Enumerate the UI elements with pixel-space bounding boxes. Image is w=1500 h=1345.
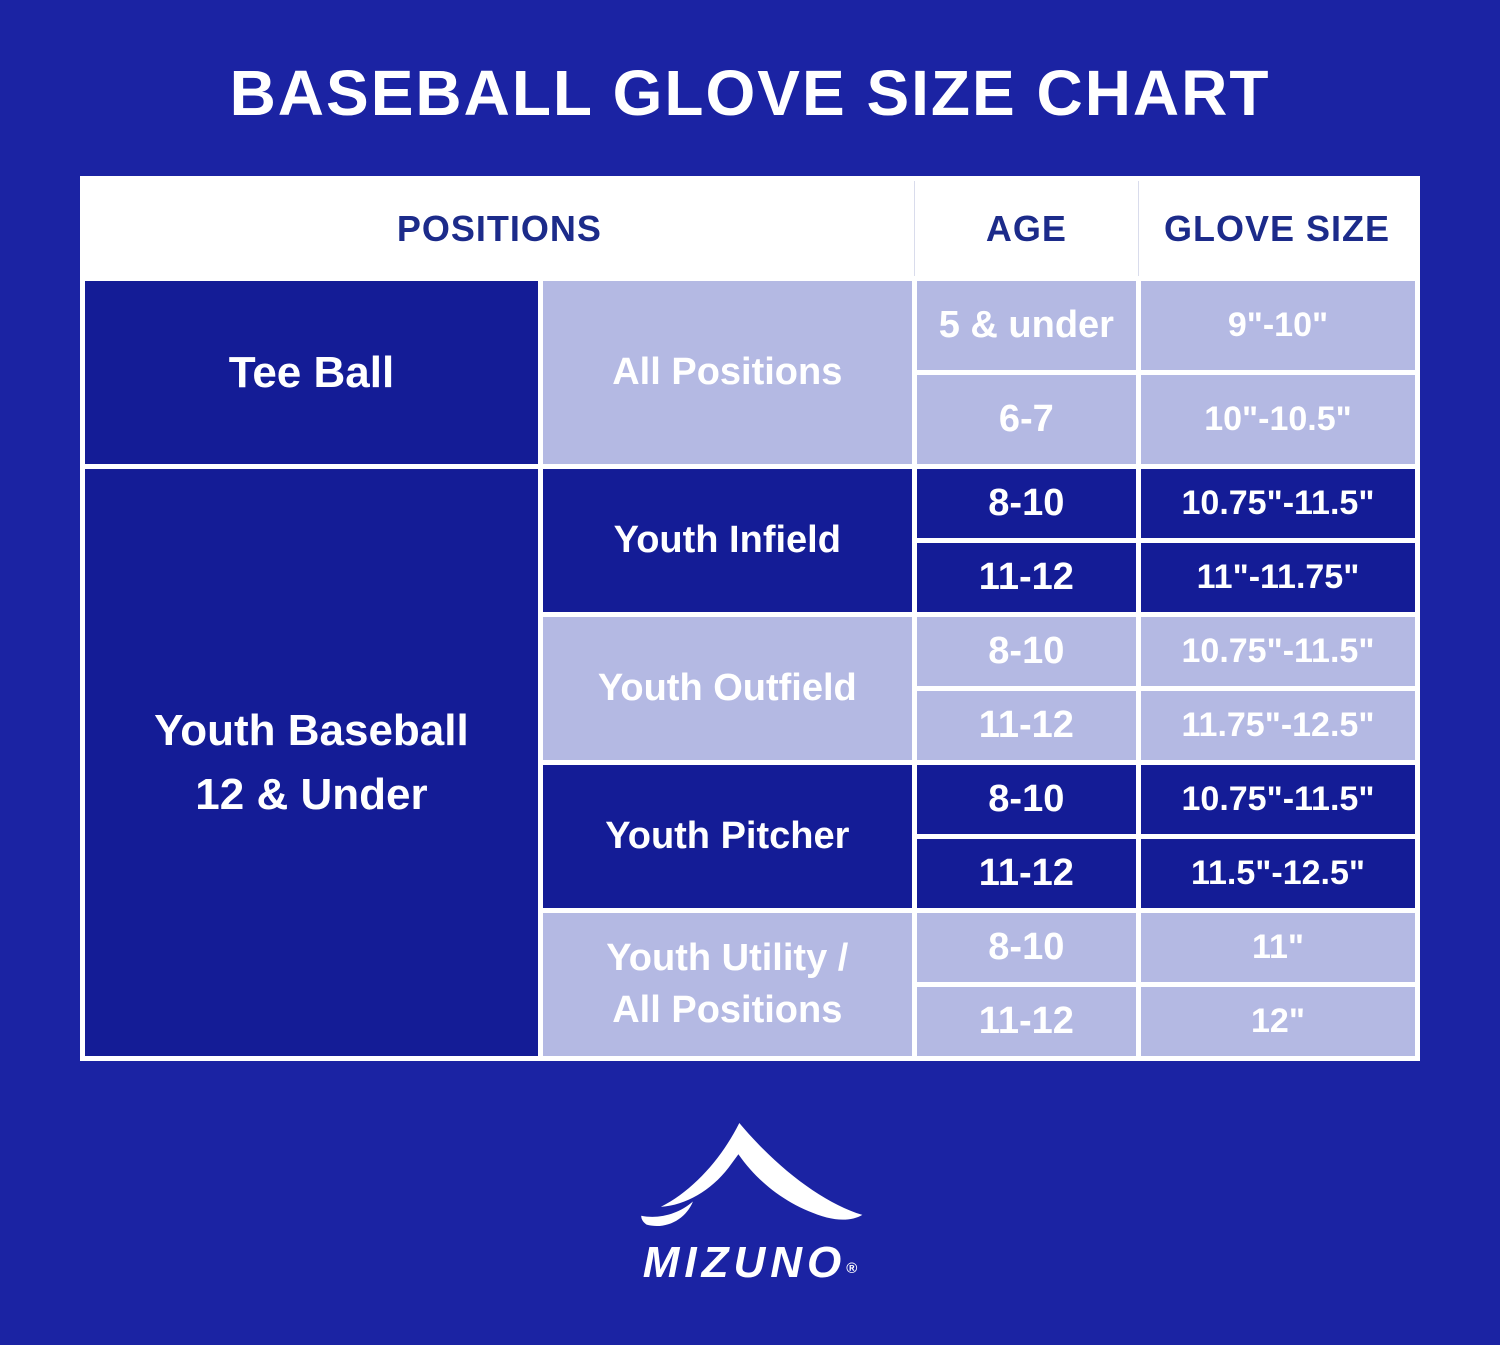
age-cell: 6-7: [911, 370, 1141, 469]
age-cell: 11-12: [911, 538, 1141, 617]
table-row: Tee Ball All Positions 5 & under 9"-10": [80, 276, 1421, 469]
table-row: Youth Pitcher 8-10 10.75"-11.5": [83, 760, 1421, 913]
glove-size-cell: 10.75"-11.5": [1135, 760, 1421, 839]
group-cell-line: 12 & Under: [195, 769, 428, 819]
table-row: 6-7 10"-10.5": [83, 370, 1421, 469]
header-row: POSITIONS AGE GLOVE SIZE: [82, 178, 1419, 279]
glove-size-cell: 11.5"-12.5": [1135, 834, 1421, 913]
glove-size-cell: 12": [1135, 982, 1421, 1061]
position-cell-youth-pitcher: Youth Pitcher: [537, 760, 917, 913]
registered-trademark-symbol: ®: [846, 1260, 858, 1277]
mizuno-runbird-icon: [641, 1123, 863, 1227]
group-cell-tee-ball: Tee Ball: [80, 276, 543, 469]
mizuno-logo: MIZUNO®: [0, 1123, 1500, 1288]
group-cell-youth-baseball: Youth Baseball 12 & Under: [80, 464, 543, 1061]
age-cell: 8-10: [911, 612, 1141, 691]
position-cell-youth-infield: Youth Infield: [537, 464, 917, 617]
position-cell-all-positions: All Positions: [537, 276, 917, 469]
glove-size-cell: 10.75"-11.5": [1135, 612, 1421, 691]
position-cell-youth-outfield: Youth Outfield: [537, 612, 917, 765]
position-cell-line: Youth Utility /: [606, 937, 849, 980]
age-cell: 11-12: [911, 686, 1141, 765]
table-row: Youth Baseball 12 & Under Youth Infield …: [80, 464, 1421, 1061]
table-row: 11-12 11.5"-12.5": [83, 834, 1421, 913]
table-row: 11-12 11"-11.75": [83, 538, 1421, 617]
age-cell: 11-12: [911, 834, 1141, 913]
age-cell: 5 & under: [911, 276, 1141, 375]
age-cell: 8-10: [911, 464, 1141, 543]
glove-size-cell: 10.75"-11.5": [1135, 464, 1421, 543]
brand-text: MIZUNO: [642, 1238, 847, 1287]
mizuno-wordmark: MIZUNO®: [0, 1238, 1500, 1288]
glove-size-cell: 10"-10.5": [1135, 370, 1421, 469]
page-title: BASEBALL GLOVE SIZE CHART: [229, 57, 1271, 129]
glove-size-cell: 11"-11.75": [1135, 538, 1421, 617]
group-cell-line: Youth Baseball: [154, 705, 469, 755]
table-row: 11-12 12": [83, 982, 1421, 1061]
column-header-positions: POSITIONS: [82, 178, 915, 279]
position-cell-youth-utility: Youth Utility / All Positions: [537, 908, 917, 1061]
size-chart-table: POSITIONS AGE GLOVE SIZE Tee Ball All Po…: [80, 176, 1421, 1061]
table-row: Youth Outfield 8-10 10.75"-11.5": [83, 612, 1421, 765]
age-cell: 11-12: [911, 982, 1141, 1061]
position-cell-line: All Positions: [612, 988, 843, 1031]
column-header-age: AGE: [913, 178, 1139, 279]
glove-size-cell: 11": [1135, 908, 1421, 987]
age-cell: 8-10: [911, 908, 1141, 987]
table-row: Youth Utility / All Positions 8-10 11": [83, 908, 1421, 1061]
column-header-glove-size: GLOVE SIZE: [1137, 178, 1419, 279]
table-row: 11-12 11.75"-12.5": [83, 686, 1421, 765]
glove-size-cell: 11.75"-12.5": [1135, 686, 1421, 765]
glove-size-cell: 9"-10": [1135, 276, 1421, 375]
age-cell: 8-10: [911, 760, 1141, 839]
